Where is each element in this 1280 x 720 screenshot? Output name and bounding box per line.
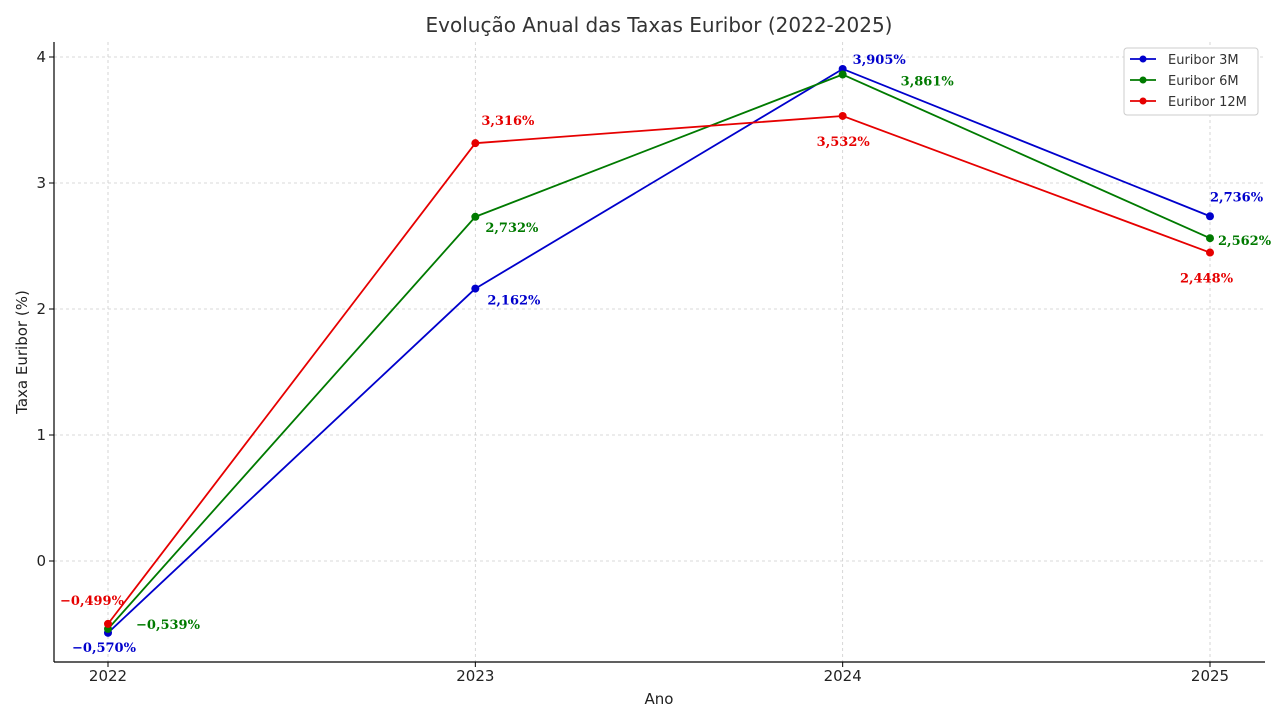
x-tick-label: 2024 — [824, 667, 862, 685]
legend-label: Euribor 12M — [1168, 95, 1247, 110]
y-tick-label: 1 — [36, 426, 46, 444]
tick-labels: 2022 2023 2024 2025 0 1 2 3 4 — [36, 48, 1229, 685]
data-label-euribor-3m: 2,736% — [1210, 190, 1264, 205]
series-line-euribor-3m — [107, 68, 1211, 634]
data-point-euribor-6m — [471, 212, 480, 221]
series-line-euribor-12m — [107, 115, 1211, 625]
data-label-euribor-6m: 2,732% — [485, 221, 539, 236]
data-point-euribor-12m — [1206, 248, 1214, 257]
data-label-euribor-6m: 2,562% — [1218, 234, 1272, 249]
legend-swatch-marker — [1139, 97, 1147, 105]
grid — [54, 42, 1265, 662]
legend-swatch-marker — [1139, 76, 1147, 84]
data-label-euribor-6m: 3,861% — [901, 75, 955, 90]
series-line-euribor-6m — [107, 73, 1211, 630]
data-label-euribor-12m: 3,316% — [481, 114, 535, 129]
legend-swatch-marker — [1139, 55, 1147, 63]
y-axis-label: Taxa Euribor (%) — [13, 290, 31, 415]
data-point-euribor-12m — [838, 111, 847, 120]
data-point-euribor-3m — [838, 64, 847, 73]
legend-label: Euribor 3M — [1168, 53, 1239, 68]
data-point-euribor-3m — [1206, 212, 1214, 221]
data-labels: −0,570% 2,162% 3,905% 2,736% −0,539% 2,732% 3,… — [60, 53, 1272, 656]
legend-box — [1123, 47, 1259, 116]
data-label-euribor-3m: 3,905% — [853, 53, 907, 68]
legend-label: Euribor 6M — [1168, 74, 1239, 89]
x-axis-label: Ano — [645, 690, 674, 708]
y-tick-label: 2 — [36, 300, 46, 318]
series-group — [104, 64, 1214, 637]
chart-title: Evolução Anual das Taxas Euribor (2022-2… — [426, 13, 893, 37]
data-label-euribor-12m: −0,499% — [60, 594, 125, 609]
data-point-euribor-3m — [471, 284, 480, 293]
data-label-euribor-3m: −0,570% — [72, 641, 137, 656]
legend: Euribor 3M Euribor 6M Euribor 12M — [1123, 47, 1259, 116]
y-tick-label: 0 — [36, 552, 46, 570]
axes — [49, 42, 1265, 667]
x-tick-label: 2023 — [456, 667, 494, 685]
data-point-euribor-12m — [471, 139, 480, 148]
data-label-euribor-12m: 2,448% — [1180, 272, 1234, 287]
data-label-euribor-3m: 2,162% — [487, 294, 541, 309]
data-point-euribor-6m — [1206, 234, 1214, 243]
data-point-euribor-12m — [104, 619, 112, 628]
data-label-euribor-12m: 3,532% — [817, 135, 871, 150]
x-tick-label: 2025 — [1191, 667, 1229, 685]
data-label-euribor-6m: −0,539% — [136, 618, 201, 633]
data-point-euribor-6m — [838, 70, 847, 79]
y-tick-label: 3 — [36, 174, 46, 192]
y-tick-label: 4 — [36, 48, 46, 66]
x-tick-label: 2022 — [89, 667, 127, 685]
